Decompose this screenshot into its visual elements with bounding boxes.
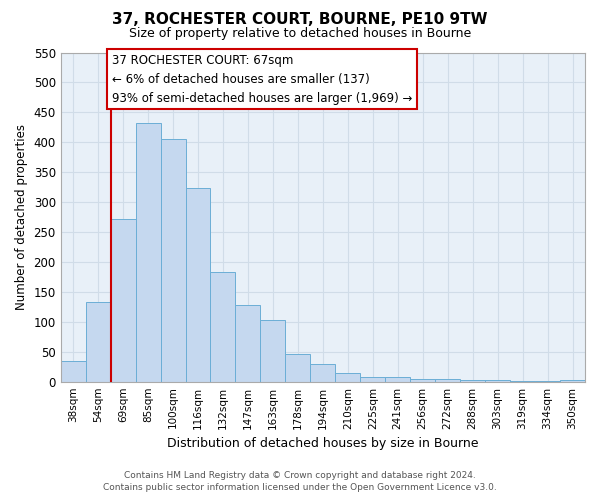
Bar — [510, 381, 535, 382]
Text: Size of property relative to detached houses in Bourne: Size of property relative to detached ho… — [129, 28, 471, 40]
Bar — [310, 364, 335, 382]
Text: 37, ROCHESTER COURT, BOURNE, PE10 9TW: 37, ROCHESTER COURT, BOURNE, PE10 9TW — [112, 12, 488, 28]
Bar — [560, 380, 585, 382]
Bar — [161, 140, 185, 382]
Bar — [435, 380, 460, 382]
Bar — [485, 380, 510, 382]
Bar — [86, 302, 110, 382]
Bar — [110, 219, 136, 382]
Bar — [235, 305, 260, 382]
Y-axis label: Number of detached properties: Number of detached properties — [15, 124, 28, 310]
Bar — [185, 188, 211, 382]
Bar — [335, 372, 360, 382]
Bar — [535, 381, 560, 382]
X-axis label: Distribution of detached houses by size in Bourne: Distribution of detached houses by size … — [167, 437, 479, 450]
Bar — [211, 272, 235, 382]
Bar — [61, 360, 86, 382]
Bar — [460, 380, 485, 382]
Bar — [360, 377, 385, 382]
Bar — [286, 354, 310, 382]
Bar — [136, 122, 161, 382]
Text: Contains HM Land Registry data © Crown copyright and database right 2024.
Contai: Contains HM Land Registry data © Crown c… — [103, 471, 497, 492]
Bar — [385, 378, 410, 382]
Text: 37 ROCHESTER COURT: 67sqm
← 6% of detached houses are smaller (137)
93% of semi-: 37 ROCHESTER COURT: 67sqm ← 6% of detach… — [112, 54, 412, 104]
Bar — [410, 378, 435, 382]
Bar — [260, 320, 286, 382]
